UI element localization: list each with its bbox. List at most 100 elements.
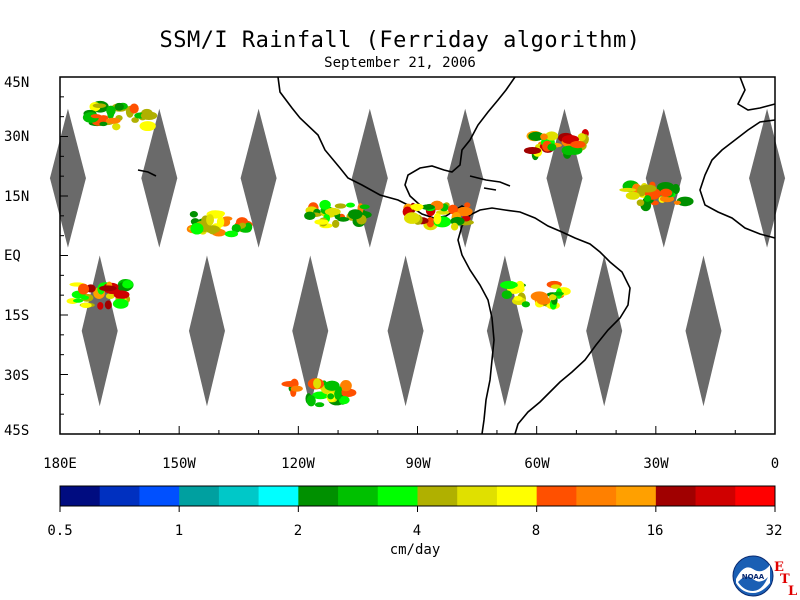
- rain-cell: [190, 222, 204, 235]
- colorbar-swatch: [338, 486, 379, 506]
- lon-label-150w: 150W: [162, 456, 196, 472]
- rain-cell: [113, 290, 130, 299]
- rain-cell: [619, 187, 637, 192]
- rain-cell: [337, 217, 350, 222]
- rain-cell: [97, 302, 104, 310]
- rain-cell: [129, 103, 139, 114]
- colorbar-swatch: [695, 486, 736, 506]
- etl-letter-e: E: [774, 560, 784, 575]
- rain-cell: [324, 207, 341, 216]
- rain-cell: [224, 230, 239, 238]
- rain-cell: [104, 300, 112, 310]
- rain-cell: [545, 131, 559, 141]
- rain-cell: [216, 216, 225, 228]
- rain-cell: [80, 302, 92, 309]
- missing-data-swath: [685, 255, 722, 407]
- colorbar-swatch: [99, 486, 140, 506]
- lat-label-eq: EQ: [4, 248, 21, 264]
- rain-cell: [523, 146, 542, 155]
- rain-cell: [122, 280, 134, 289]
- colorbar-swatch: [457, 486, 498, 506]
- colorbar-tick-label: 16: [646, 523, 664, 539]
- rain-cell: [528, 131, 545, 142]
- rain-cell: [447, 204, 459, 215]
- colorbar-swatch: [139, 486, 180, 506]
- rain-cell: [334, 203, 347, 209]
- coastline-africa: [699, 119, 776, 239]
- rain-cell: [140, 111, 158, 121]
- rain-cell: [231, 223, 241, 233]
- rain-cell: [644, 195, 652, 202]
- rain-cell: [636, 199, 645, 207]
- rain-cell: [547, 143, 557, 151]
- rain-cell: [513, 286, 525, 293]
- etl-letter-t: T: [780, 572, 790, 587]
- rain-cell: [90, 114, 102, 119]
- rain-cell: [561, 145, 577, 156]
- colorbar-tick-label: 8: [531, 523, 541, 539]
- rain-cell: [673, 200, 681, 205]
- rain-cell: [324, 380, 340, 391]
- rain-cell: [359, 204, 370, 210]
- rain-cell: [346, 202, 355, 208]
- rain-cell: [553, 291, 564, 296]
- missing-data-swath: [292, 255, 329, 407]
- rain-cell: [540, 133, 548, 141]
- rain-cell: [456, 206, 473, 217]
- colorbar-swatch: [60, 486, 101, 506]
- rain-cell: [348, 209, 363, 220]
- rain-cell: [530, 291, 548, 302]
- missing-data-swath: [351, 108, 388, 248]
- rain-cell: [189, 211, 198, 218]
- rain-cell: [208, 227, 217, 235]
- rain-cell: [433, 213, 442, 225]
- lon-label-0: 0: [770, 456, 780, 472]
- rain-cell: [73, 298, 84, 303]
- rain-cell: [99, 285, 117, 292]
- rain-cell: [106, 105, 116, 116]
- missing-data-swath: [387, 255, 424, 407]
- missing-data-swath: [645, 108, 682, 248]
- lat-label-30n: 30N: [4, 129, 30, 145]
- colorbar-swatch: [377, 486, 418, 506]
- lat-label-45n: 45N: [4, 75, 30, 91]
- rain-cell: [338, 395, 350, 405]
- rain-cell: [105, 117, 121, 124]
- colorbar-tick-label: 1: [174, 523, 184, 539]
- coastline-europe: [736, 76, 776, 111]
- lat-label-15n: 15N: [4, 189, 30, 205]
- missing-data-swath: [586, 255, 623, 407]
- colorbar-unit-label: cm/day: [389, 542, 441, 558]
- rain-cell: [671, 183, 680, 195]
- colorbar-swatch: [735, 486, 776, 506]
- rain-cell: [625, 191, 640, 200]
- rain-cell: [332, 219, 340, 228]
- missing-data-swath: [749, 108, 786, 248]
- coastline-south-america: [469, 207, 631, 435]
- rain-cell: [450, 222, 459, 231]
- rain-cell: [500, 280, 518, 290]
- rain-cell: [114, 102, 124, 111]
- noaa-logo-text: NOAA: [742, 573, 765, 581]
- rain-cell: [548, 294, 557, 301]
- rain-cell: [676, 196, 694, 207]
- rain-cell: [577, 133, 586, 142]
- etl-letter-l: L: [788, 584, 798, 599]
- colorbar-tick-label: 32: [765, 523, 783, 539]
- noaa-logo: NOAA: [732, 555, 774, 597]
- rain-cell: [105, 293, 115, 300]
- rain-cell: [420, 204, 435, 210]
- rain-cell: [290, 385, 303, 392]
- rain-cell: [139, 121, 156, 132]
- colorbar-swatch: [218, 486, 260, 506]
- missing-data-swath: [141, 108, 178, 248]
- colorbar-tick-label: 4: [412, 523, 422, 539]
- missing-data-swath: [49, 108, 86, 248]
- rain-cell: [638, 184, 657, 193]
- map-date: September 21, 2006: [324, 55, 476, 71]
- lat-label-30s: 30S: [4, 368, 30, 384]
- rain-cell: [304, 211, 316, 220]
- rain-cell: [92, 103, 107, 109]
- colorbar-swatch: [616, 486, 657, 506]
